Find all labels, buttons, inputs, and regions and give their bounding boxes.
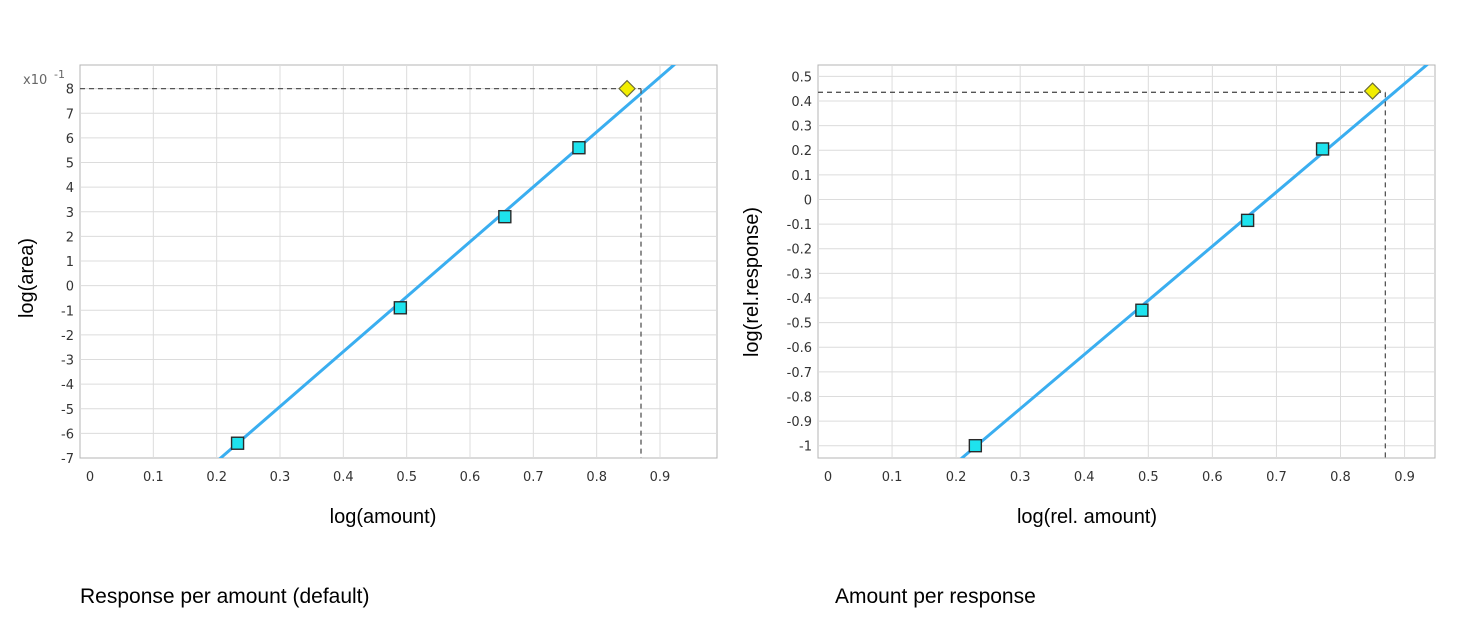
x-tick-label: 0.3 <box>270 470 291 485</box>
y-multiplier-exponent: -1 <box>54 68 65 81</box>
y-tick-label: 0.1 <box>791 169 812 184</box>
x-tick-label: 0 <box>86 470 94 485</box>
caption-response-per-amount: Response per amount (default) <box>80 585 370 608</box>
y-tick-label: -0.8 <box>787 390 812 405</box>
y-tick-label: -0.6 <box>787 341 812 356</box>
x-tick-label: 0.6 <box>460 470 481 485</box>
y-tick-label: 1 <box>66 255 74 270</box>
sample-point <box>1363 82 1382 100</box>
y-tick-label: -0.7 <box>787 366 812 381</box>
plot-frame <box>817 64 1436 459</box>
x-tick-label: 0.8 <box>586 470 607 485</box>
calibration-point <box>1240 213 1255 228</box>
calibration-point <box>498 209 512 224</box>
readout-guides <box>80 87 642 458</box>
x-tick-label: 0.3 <box>1010 470 1031 485</box>
calibration-point <box>1315 142 1330 156</box>
y-tick-label: -0.4 <box>787 292 812 307</box>
y-tick-label: 2 <box>66 230 74 245</box>
x-tick-label: 0.1 <box>143 470 164 485</box>
x-tick-label: 0.8 <box>1330 470 1351 485</box>
y-tick-label: -7 <box>61 452 74 467</box>
x-axis-title: log(rel. amount) <box>1017 506 1157 528</box>
x-tick-label: 0.9 <box>650 470 671 485</box>
y-tick-label: 0 <box>804 193 812 208</box>
x-tick-label: 0.4 <box>1074 470 1095 485</box>
y-tick-label: -1 <box>799 440 812 455</box>
y-axis-title: log(rel.response) <box>741 207 763 357</box>
y-tick-label: -0.1 <box>787 218 812 233</box>
y-tick-label: 0.5 <box>791 70 812 85</box>
x-tick-label: 0.2 <box>946 470 967 485</box>
x-tick-label: 0.9 <box>1394 470 1415 485</box>
calibration-point <box>572 141 586 155</box>
grid <box>80 65 717 458</box>
y-tick-label: -0.2 <box>787 243 812 258</box>
y-tick-label: 3 <box>66 206 74 221</box>
x-tick-labels: 0 0.1 0.2 0.3 0.4 0.5 0.6 0.7 0.8 0.9 <box>824 470 1415 485</box>
y-axis-title: log(area) <box>16 238 38 318</box>
x-tick-label: 0.1 <box>882 470 903 485</box>
y-tick-label: -5 <box>61 403 74 418</box>
calibration-point <box>393 301 408 315</box>
chart-amount-per-response: 0 0.1 0.2 0.3 0.4 0.5 0.6 0.7 0.8 0.9 -1-0.9-0.8-… <box>741 64 1436 528</box>
y-tick-labels: -7 -6 -5 -4 -3 -2 -1 0 1 2 3 4 5 6 7 8 <box>61 83 74 467</box>
x-tick-label: 0.5 <box>396 470 417 485</box>
data-points <box>968 82 1382 453</box>
y-tick-label: -6 <box>61 427 74 442</box>
y-tick-label: 0.2 <box>791 144 812 159</box>
y-tick-label: -0.5 <box>787 317 812 332</box>
y-tick-label: 0 <box>66 280 74 295</box>
y-tick-label: 6 <box>66 132 74 147</box>
y-tick-label: 5 <box>66 157 74 172</box>
y-tick-label: 0.4 <box>791 95 812 110</box>
calibration-point <box>1135 303 1149 317</box>
y-tick-labels: -1 -0.9 -0.8 -0.7 -0.6 -0.5 -0.4 -0.3 -0.2 -0.1 0 0… <box>787 70 812 454</box>
chart-response-per-amount: 0 0.1 0.2 0.3 0.4 0.5 0.6 0.7 0.8 0.9 -7-6-5-4-3-… <box>16 64 718 528</box>
y-tick-label: 4 <box>66 181 74 196</box>
readout-guides <box>818 91 1386 458</box>
x-tick-label: 0.4 <box>333 470 354 485</box>
y-tick-label: -3 <box>61 354 74 369</box>
x-tick-labels: 0 0.1 0.2 0.3 0.4 0.5 0.6 0.7 0.8 0.9 <box>86 470 670 485</box>
x-tick-label: 0.5 <box>1138 470 1159 485</box>
calibration-point <box>968 438 983 453</box>
x-tick-label: 0.6 <box>1202 470 1223 485</box>
y-tick-label: -0.3 <box>787 267 812 282</box>
x-axis-title: log(amount) <box>330 506 437 528</box>
sample-point <box>618 79 636 98</box>
x-tick-label: 0.7 <box>1266 470 1287 485</box>
x-tick-label: 0.7 <box>523 470 544 485</box>
y-tick-label: -4 <box>61 378 74 393</box>
data-points <box>230 79 636 450</box>
y-tick-label: 0.3 <box>791 120 812 135</box>
y-tick-label: 7 <box>66 107 74 122</box>
x-tick-label: 0 <box>824 470 832 485</box>
grid <box>818 65 1435 458</box>
y-tick-label: -1 <box>61 304 74 319</box>
y-multiplier-base: x10 <box>23 73 47 88</box>
y-tick-label: -0.9 <box>787 415 812 430</box>
x-tick-label: 0.2 <box>206 470 227 485</box>
calibration-point <box>230 436 245 450</box>
y-tick-label: -2 <box>61 329 74 344</box>
caption-amount-per-response: Amount per response <box>835 585 1036 608</box>
y-tick-label: 8 <box>66 83 74 98</box>
